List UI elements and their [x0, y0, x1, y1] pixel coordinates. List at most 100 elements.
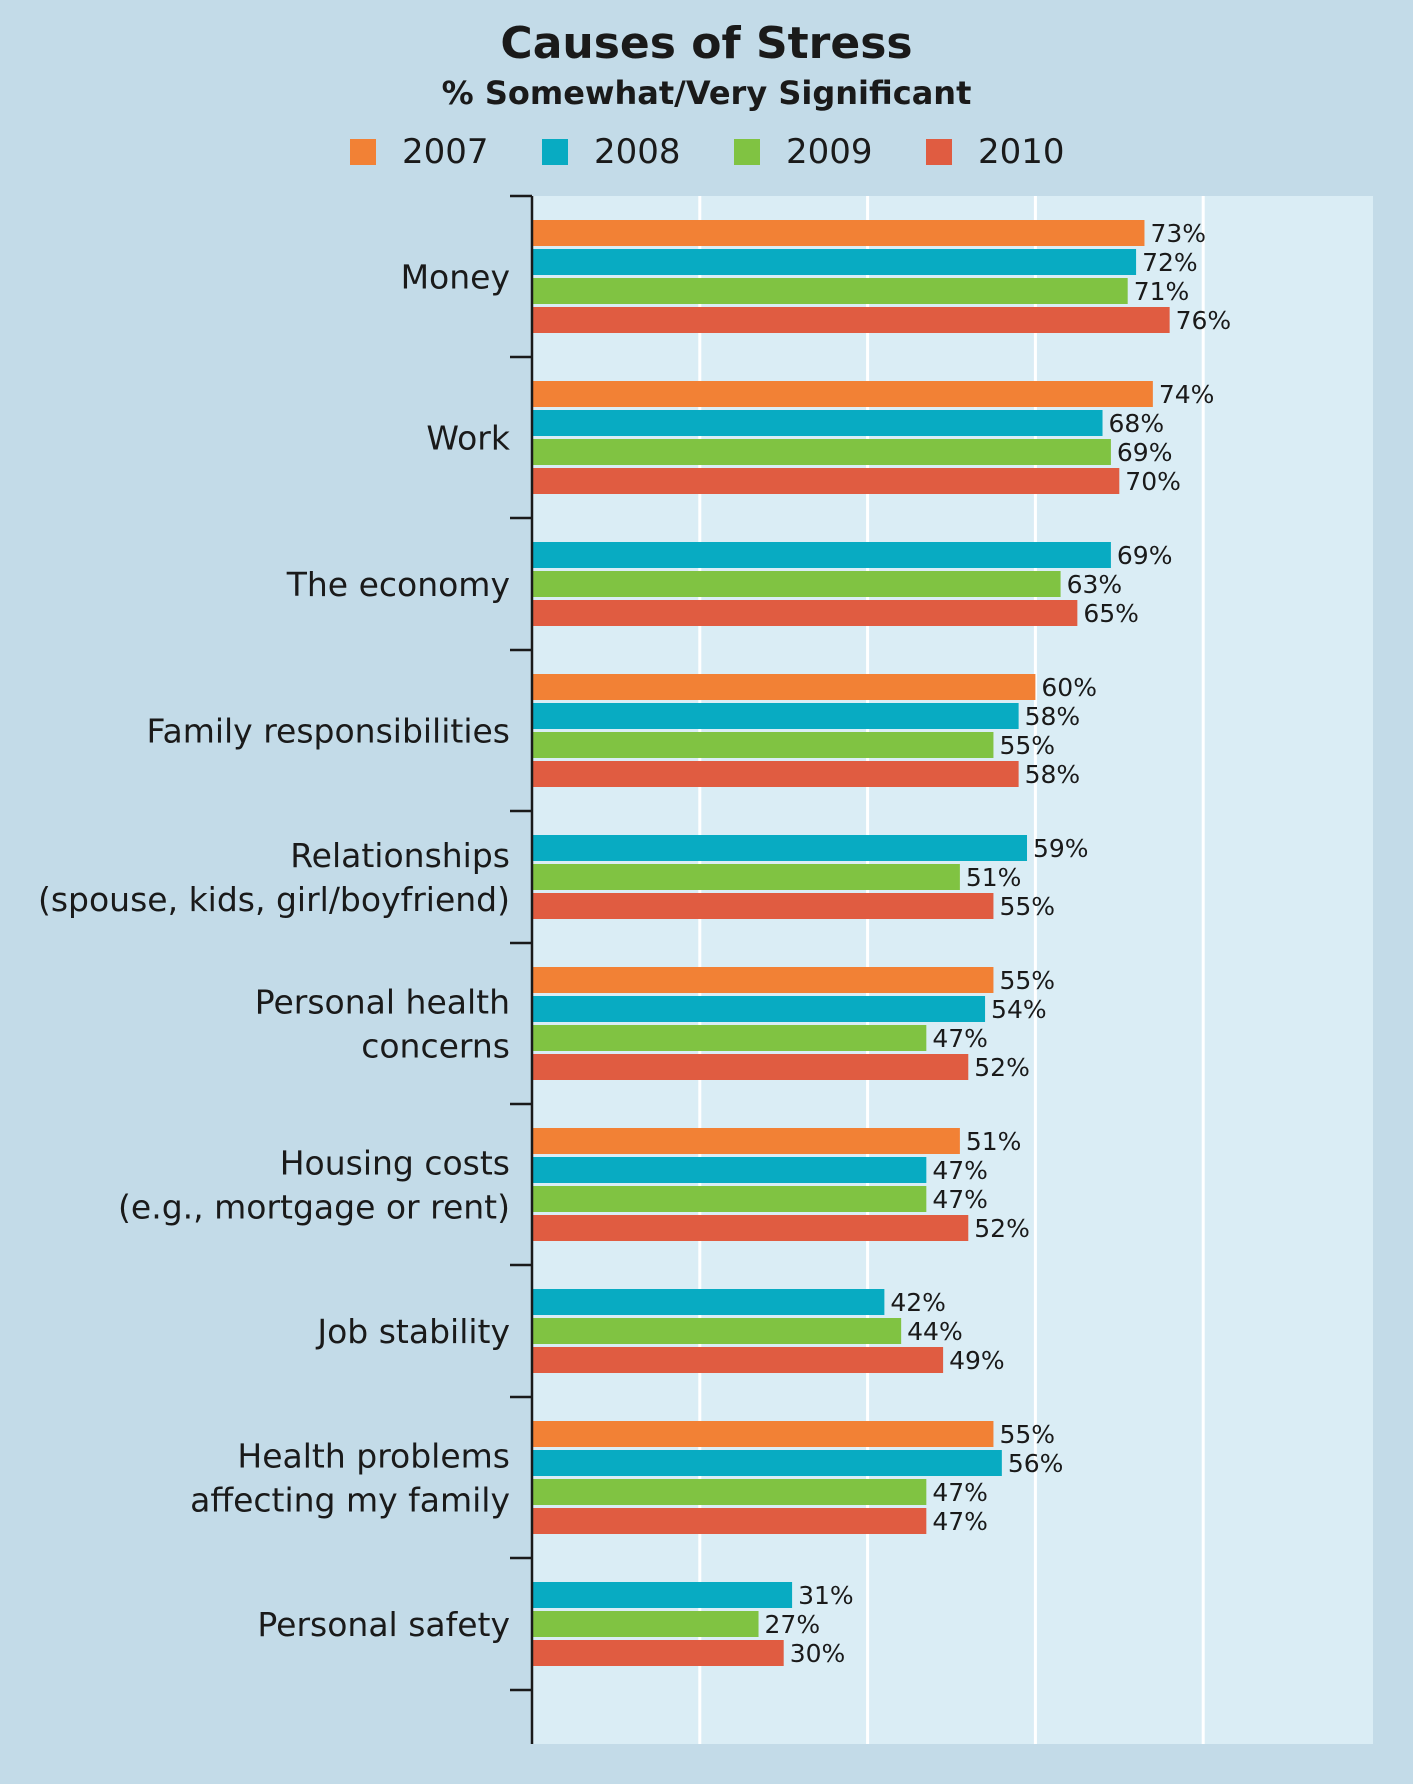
value-label-7-2009: 44% — [907, 1317, 963, 1346]
bar-7-2010 — [532, 1347, 944, 1373]
bar-0-2008 — [532, 249, 1137, 275]
bar-6-2009 — [532, 1186, 927, 1212]
legend-item-2007: 2007 — [350, 132, 489, 172]
bar-5-2008 — [532, 996, 986, 1022]
legend-item-2008: 2008 — [542, 132, 681, 172]
value-label-1-2007: 74% — [1159, 380, 1215, 409]
legend-label-2009: 2009 — [786, 132, 873, 172]
bar-3-2009 — [532, 732, 994, 758]
value-label-9-2009: 27% — [765, 1610, 821, 1639]
value-label-6-2009: 47% — [932, 1185, 988, 1214]
bar-6-2008 — [532, 1157, 927, 1183]
category-label-5-line-1: concerns — [361, 1027, 510, 1066]
bar-3-2007 — [532, 674, 1036, 700]
value-label-3-2010: 58% — [1025, 760, 1081, 789]
bar-4-2010 — [532, 893, 994, 919]
bar-1-2010 — [532, 468, 1120, 494]
bar-5-2010 — [532, 1054, 969, 1080]
bar-0-2010 — [532, 307, 1170, 333]
value-label-1-2009: 69% — [1117, 438, 1173, 467]
category-label-8-line-1: affecting my family — [190, 1481, 510, 1520]
value-label-9-2008: 31% — [798, 1581, 854, 1610]
bar-4-2008 — [532, 835, 1028, 861]
value-label-2-2009: 63% — [1067, 570, 1123, 599]
category-label-0: Money — [401, 258, 510, 297]
legend-item-2009: 2009 — [734, 132, 873, 172]
value-label-0-2009: 71% — [1134, 277, 1190, 306]
value-label-0-2008: 72% — [1142, 248, 1198, 277]
legend: 2007 2008 2009 2010 — [0, 132, 1413, 182]
value-label-5-2009: 47% — [932, 1024, 988, 1053]
value-label-5-2007: 55% — [999, 966, 1055, 995]
bar-8-2007 — [532, 1421, 994, 1447]
legend-label-2007: 2007 — [402, 132, 489, 172]
value-label-3-2008: 58% — [1025, 702, 1081, 731]
value-label-3-2009: 55% — [999, 731, 1055, 760]
value-label-0-2007: 73% — [1150, 219, 1206, 248]
chart-title: Causes of Stress — [500, 18, 913, 69]
bar-3-2008 — [532, 703, 1019, 729]
bar-9-2009 — [532, 1611, 759, 1637]
value-label-6-2007: 51% — [966, 1127, 1022, 1156]
category-label-6-line-1: (e.g., mortgage or rent) — [118, 1188, 510, 1227]
value-label-7-2010: 49% — [949, 1346, 1005, 1375]
legend-label-2008: 2008 — [594, 132, 681, 172]
value-label-0-2010: 76% — [1176, 306, 1232, 335]
value-label-4-2010: 55% — [999, 892, 1055, 921]
bar-1-2008 — [532, 410, 1103, 436]
value-label-2-2010: 65% — [1083, 599, 1139, 628]
category-label-4-line-0: Relationships — [290, 836, 510, 875]
bar-8-2009 — [532, 1479, 927, 1505]
value-label-6-2008: 47% — [932, 1156, 988, 1185]
category-label-3: Family responsibilities — [147, 712, 510, 751]
bar-1-2007 — [532, 381, 1153, 407]
bar-5-2009 — [532, 1025, 927, 1051]
bar-7-2009 — [532, 1318, 902, 1344]
value-label-8-2010: 47% — [932, 1507, 988, 1536]
value-label-8-2009: 47% — [932, 1478, 988, 1507]
category-label-7: Job stability — [315, 1312, 510, 1351]
bar-2-2010 — [532, 600, 1078, 626]
category-label-5-line-0: Personal health — [255, 983, 510, 1022]
value-label-8-2007: 55% — [999, 1420, 1055, 1449]
category-label-9: Personal safety — [257, 1605, 510, 1644]
legend-swatch-2009 — [734, 139, 760, 165]
value-label-1-2010: 70% — [1125, 467, 1181, 496]
bar-3-2010 — [532, 761, 1019, 787]
value-label-5-2008: 54% — [991, 995, 1047, 1024]
bar-7-2008 — [532, 1289, 885, 1315]
value-label-3-2007: 60% — [1041, 673, 1097, 702]
value-label-4-2008: 59% — [1033, 834, 1089, 863]
category-label-4-line-1: (spouse, kids, girl/boyfriend) — [38, 880, 510, 919]
value-label-8-2008: 56% — [1008, 1449, 1064, 1478]
value-label-9-2010: 30% — [790, 1639, 846, 1668]
legend-swatch-2010 — [926, 139, 952, 165]
category-label-8-line-0: Health problems — [237, 1437, 510, 1476]
category-label-1: Work — [426, 419, 510, 458]
bar-5-2007 — [532, 967, 994, 993]
value-label-5-2010: 52% — [974, 1053, 1030, 1082]
bar-9-2008 — [532, 1582, 793, 1608]
bar-8-2010 — [532, 1508, 927, 1534]
category-label-2: The economy — [286, 565, 510, 604]
bar-2-2008 — [532, 542, 1111, 568]
chart-subtitle: % Somewhat/Very Significant — [441, 74, 972, 112]
category-label-6-line-0: Housing costs — [280, 1144, 510, 1183]
legend-item-2010: 2010 — [926, 132, 1065, 172]
legend-swatch-2007 — [350, 139, 376, 165]
value-label-1-2008: 68% — [1109, 409, 1165, 438]
bar-6-2007 — [532, 1128, 960, 1154]
bar-4-2009 — [532, 864, 960, 890]
bar-6-2010 — [532, 1215, 969, 1241]
bar-2-2009 — [532, 571, 1061, 597]
value-label-6-2010: 52% — [974, 1214, 1030, 1243]
bar-0-2007 — [532, 220, 1145, 246]
bar-1-2009 — [532, 439, 1111, 465]
legend-label-2010: 2010 — [978, 132, 1065, 172]
legend-swatch-2008 — [542, 139, 568, 165]
value-label-4-2009: 51% — [966, 863, 1022, 892]
value-label-2-2008: 69% — [1117, 541, 1173, 570]
bar-9-2010 — [532, 1640, 784, 1666]
